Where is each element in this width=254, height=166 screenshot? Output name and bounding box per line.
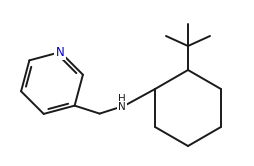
Text: N: N: [56, 46, 65, 59]
Text: H: H: [118, 94, 125, 104]
Text: N: N: [118, 102, 125, 112]
